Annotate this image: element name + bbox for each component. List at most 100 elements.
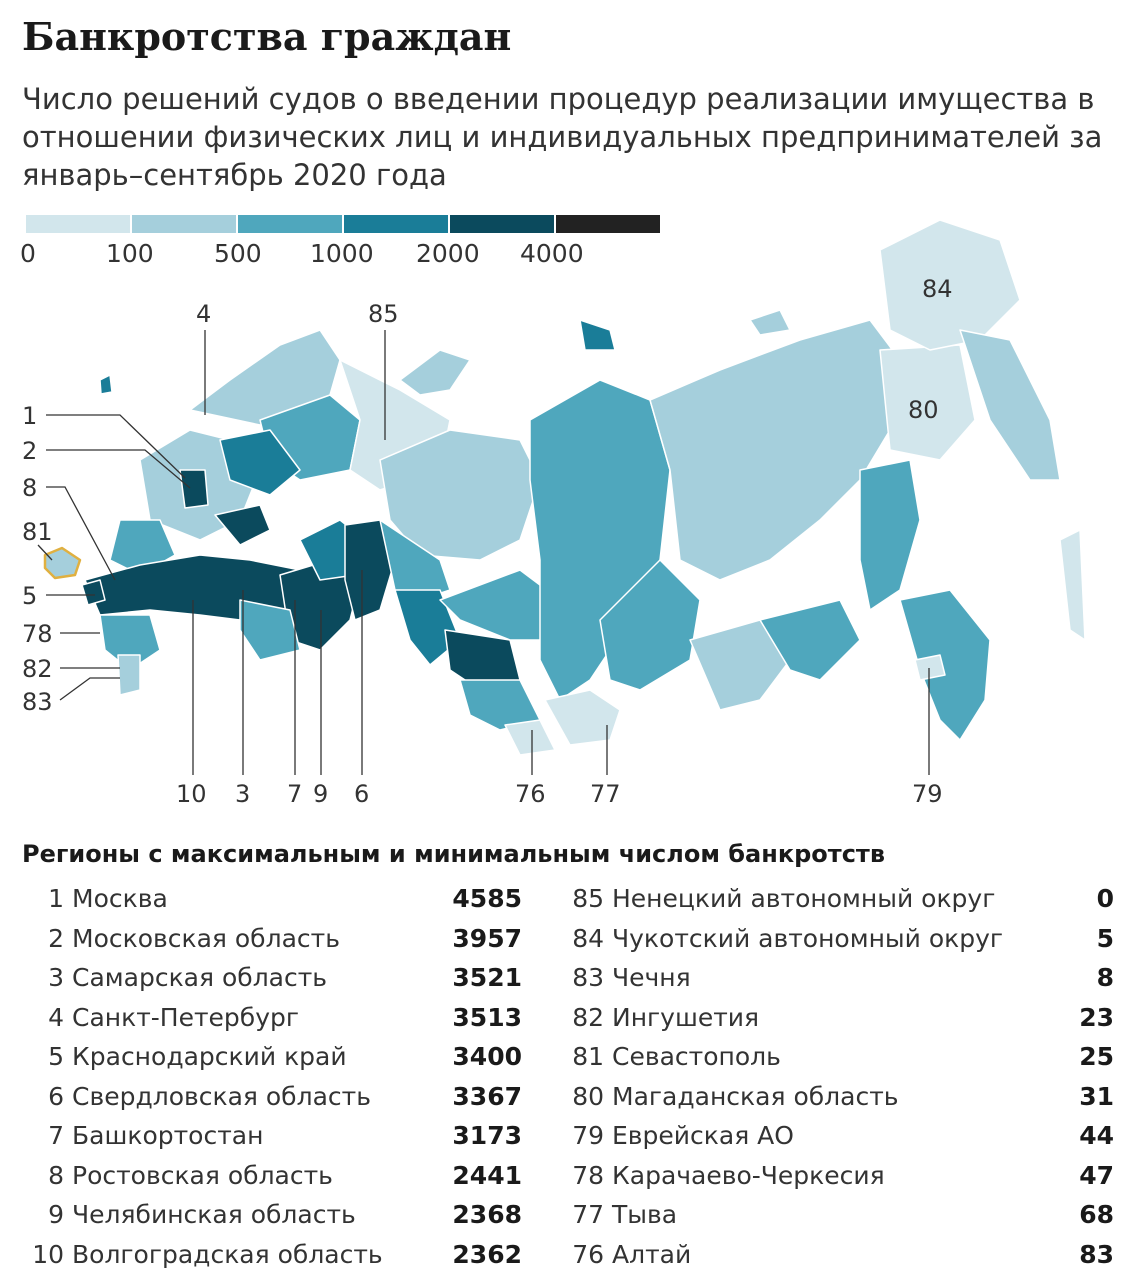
row-value: 44 <box>1079 1121 1114 1150</box>
region-tyva <box>544 689 621 746</box>
row-region: Ненецкий автономный округ <box>612 884 996 913</box>
callout-label-82: 82 <box>22 655 53 683</box>
row-rank: 83 <box>572 963 604 992</box>
table-row: 84 Чукотский автономный округ 5 <box>566 924 1114 964</box>
callout-label-10: 10 <box>176 780 207 808</box>
russia-choropleth-map: 1 2 8 81 5 78 82 83 4 85 10 3 7 9 6 76 7… <box>22 219 1086 808</box>
row-region: Свердловская область <box>72 1081 371 1111</box>
row-value: 5 <box>1096 923 1114 953</box>
row-region: Волгоградская область <box>72 1239 383 1269</box>
legend-swatch-5 <box>556 215 660 233</box>
row-region: Московская область <box>72 923 340 953</box>
callout-label-4: 4 <box>196 300 211 328</box>
region-jewish-ao <box>914 654 946 681</box>
region-irkutsk <box>599 559 701 691</box>
leader-8 <box>46 486 116 581</box>
row-value: 8 <box>1096 963 1114 992</box>
row-rank: 4 <box>48 1002 64 1032</box>
row-value: 2441 <box>452 1160 522 1190</box>
region-caucasus-small <box>117 654 141 696</box>
region-taymyr-island <box>579 319 616 351</box>
max-regions-table: 1 Москва 4585 2 Московская область 3 9 5 7 3 Сам… <box>26 884 522 1279</box>
callout-label-1: 1 <box>22 402 37 430</box>
legend-swatch-3 <box>344 215 448 233</box>
region-vologda <box>219 429 301 496</box>
row-value: 31 <box>1079 1081 1114 1111</box>
region-zabaikalsky <box>759 599 861 681</box>
chart-title: Банкротства граждан <box>22 14 512 59</box>
table-row: 77 Тыва 68 <box>566 1200 1114 1240</box>
table-row: 6 Свердловская область 3367 <box>26 1082 522 1122</box>
row-rank: 80 <box>572 1081 604 1111</box>
row-rank: 10 <box>32 1239 64 1269</box>
legend-swatches <box>26 215 726 233</box>
table-row: 2 Московская область 3957 <box>26 924 522 964</box>
inline-label-84: 84 <box>922 275 953 303</box>
callout-label-9: 9 <box>313 780 328 808</box>
table-row: 3 Самарская область 3521 <box>26 963 522 1003</box>
table-row: 7 Башкортостан 3173 <box>26 1121 522 1161</box>
region-tyumen <box>394 589 461 666</box>
row-value: 23 <box>1079 1002 1114 1032</box>
callout-label-76: 76 <box>515 780 546 808</box>
row-rank: 84 <box>572 923 604 953</box>
legend-label-5: 4000 <box>520 239 584 268</box>
row-region: Алтай <box>612 1239 692 1269</box>
callout-label-8: 8 <box>22 474 37 502</box>
table-row: 4 Санкт-Петербург 3513 <box>26 1003 522 1043</box>
row-rank: 9 <box>48 1200 64 1229</box>
table-row: 79 Еврейская АО 44 <box>566 1121 1114 1161</box>
row-value: 3173 <box>452 1121 522 1150</box>
table-row: 1 Москва 4585 <box>26 884 522 924</box>
table-row: 83 Чечня 8 <box>566 963 1114 1003</box>
row-value: 25 <box>1079 1042 1114 1071</box>
region-yamal <box>379 429 541 561</box>
callout-label-79: 79 <box>912 780 943 808</box>
row-region: Карачаево-Черкесия <box>612 1160 885 1190</box>
callout-label-3: 3 <box>235 780 250 808</box>
row-rank: 2 <box>48 923 64 953</box>
row-rank: 3 <box>48 963 64 992</box>
row-rank: 1 <box>48 884 64 913</box>
row-value: 3400 <box>452 1042 522 1071</box>
row-rank: 5 <box>48 1042 64 1071</box>
callout-label-2: 2 <box>22 437 37 465</box>
row-rank: 77 <box>572 1200 604 1229</box>
row-value: 3367 <box>452 1081 522 1111</box>
row-rank: 82 <box>572 1002 604 1032</box>
row-rank: 7 <box>48 1121 64 1150</box>
region-novaya-zemlya <box>399 349 471 396</box>
row-region: Санкт-Петербург <box>72 1002 300 1032</box>
table-row: 85 Ненецкий автономный округ 0 <box>566 884 1114 924</box>
region-arctic-island <box>749 309 791 336</box>
row-region: Ростовская область <box>72 1160 333 1190</box>
legend-label-4: 2000 <box>416 239 480 268</box>
row-rank: 76 <box>572 1239 604 1269</box>
leader-83 <box>59 677 120 701</box>
min-regions-table: 85 Ненецкий автономный округ 0 84 Чукотский… <box>566 884 1114 1279</box>
region-shapes <box>43 219 1086 756</box>
row-value: 4585 <box>452 884 522 913</box>
region-chukotka <box>879 219 1021 351</box>
region-moscow <box>179 469 209 509</box>
row-region: Ингушетия <box>612 1002 760 1032</box>
table-row: 10 Волгоградская область 2362 <box>26 1240 522 1280</box>
callout-label-78: 78 <box>22 620 53 648</box>
leader-81 <box>37 544 53 561</box>
row-region: Тыва <box>612 1200 678 1229</box>
color-legend: 0 100 500 1000 2000 4000 <box>20 215 726 268</box>
row-region: Башкортостан <box>72 1121 264 1150</box>
row-region: Еврейская АО <box>612 1121 794 1150</box>
row-value: 83 <box>1079 1239 1114 1269</box>
row-region: Чечня <box>612 963 691 992</box>
table-row: 8 Ростовская область 2441 <box>26 1161 522 1201</box>
table-row: 76 Алтай 83 <box>566 1240 1114 1280</box>
legend-label-3: 1000 <box>310 239 374 268</box>
table-row: 82 Ингушетия 23 <box>566 1003 1114 1043</box>
legend-swatch-1 <box>132 215 236 233</box>
region-nizhny <box>214 504 271 546</box>
region-sevastopol <box>43 546 82 580</box>
callout-label-85: 85 <box>368 300 399 328</box>
row-rank: 79 <box>572 1121 604 1150</box>
callout-label-77: 77 <box>590 780 621 808</box>
